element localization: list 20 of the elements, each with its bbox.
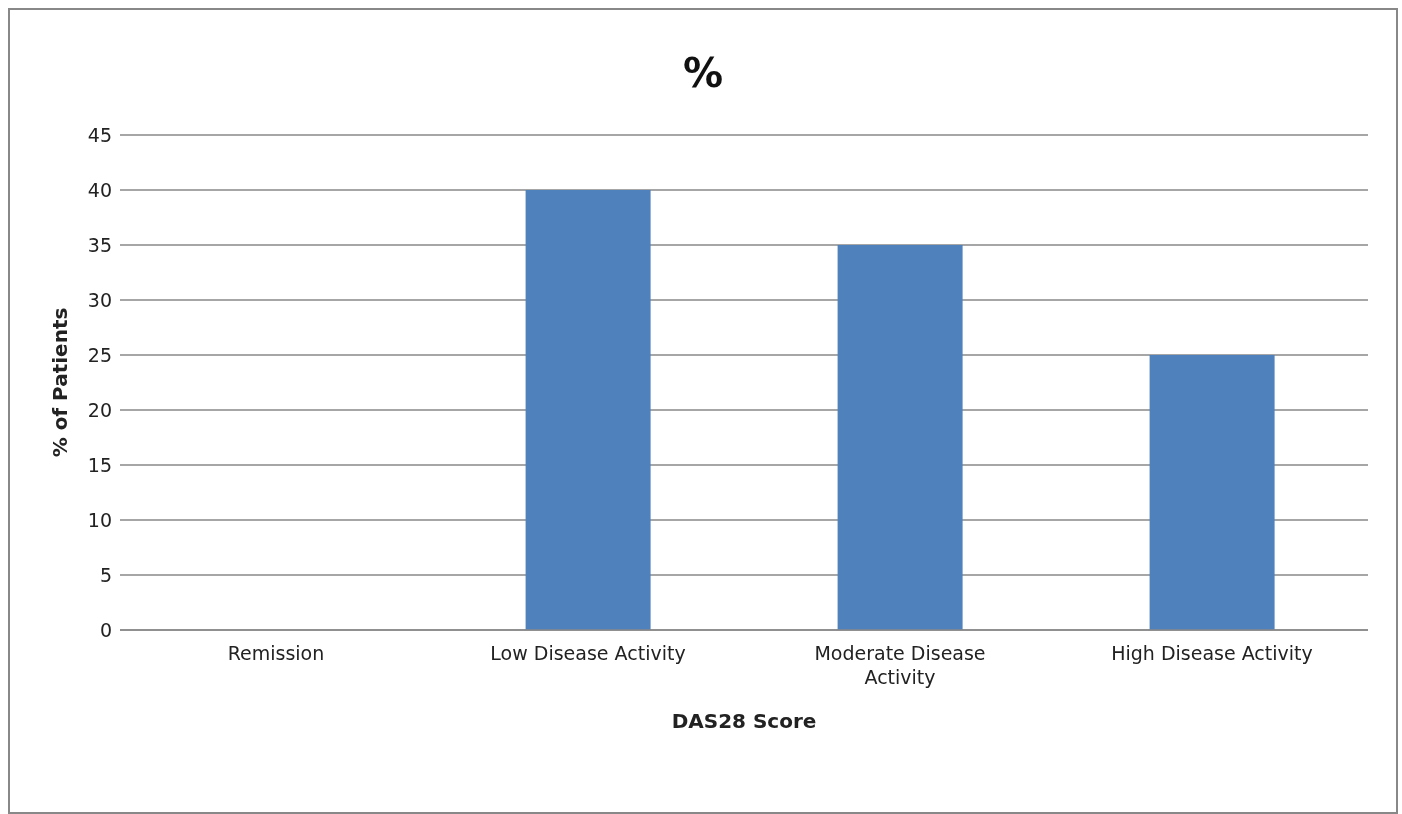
y-tick-label: 15 xyxy=(87,453,112,476)
y-tick-label: 5 xyxy=(99,563,112,586)
x-tick-label: Moderate Disease Activity xyxy=(814,642,986,688)
y-tick-label: 35 xyxy=(87,233,112,256)
y-tick-label: 0 xyxy=(99,618,112,641)
x-tick-label: High Disease Activity xyxy=(1111,642,1313,664)
y-axis-title: % of Patients xyxy=(48,307,73,458)
y-tick-label: 25 xyxy=(87,343,112,366)
chart-title: % xyxy=(681,50,725,96)
bar xyxy=(525,190,651,630)
x-tick-label: Low Disease Activity xyxy=(490,642,686,664)
x-tick-label: Remission xyxy=(227,642,325,664)
y-tick-label: 45 xyxy=(87,123,112,146)
y-tick-label: 20 xyxy=(87,398,112,421)
bar xyxy=(837,245,963,630)
y-tick-label: 40 xyxy=(87,178,112,201)
x-axis-title: DAS28 Score xyxy=(671,709,817,733)
y-tick-label: 30 xyxy=(87,288,112,311)
bar xyxy=(1149,355,1275,630)
y-tick-label: 10 xyxy=(87,508,112,531)
